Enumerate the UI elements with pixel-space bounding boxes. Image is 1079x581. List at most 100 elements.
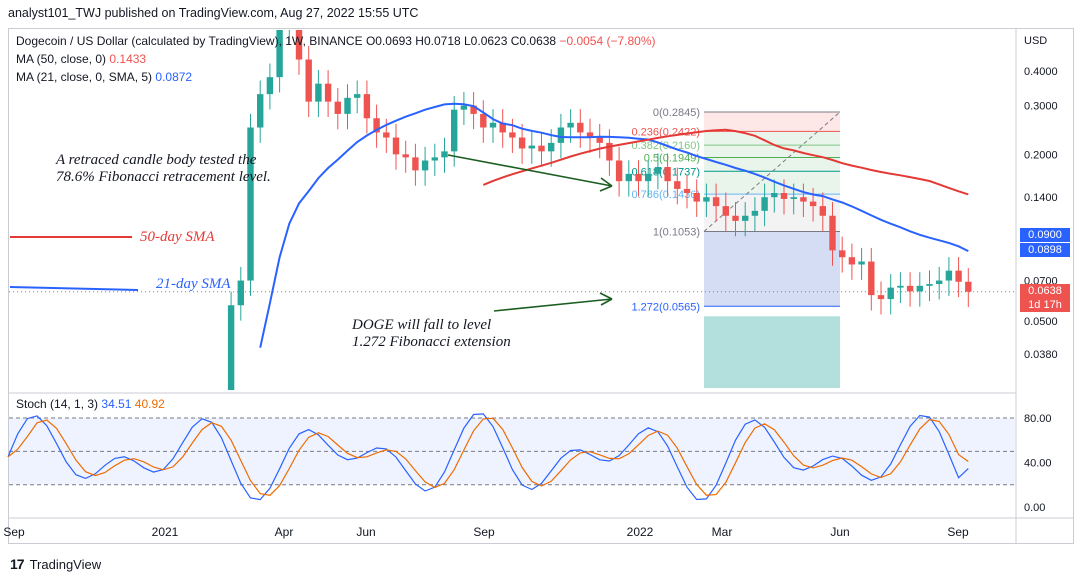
candle-body bbox=[897, 285, 904, 288]
candle-body bbox=[480, 113, 487, 128]
time-tick-label: Sep bbox=[3, 525, 25, 539]
ma21-value: 0.0872 bbox=[155, 70, 193, 84]
candle-body bbox=[596, 137, 603, 143]
publish-header: analyst101_TWJ published on TradingView.… bbox=[8, 6, 419, 20]
ma21-series-line bbox=[259, 102, 969, 348]
candle-body bbox=[266, 77, 274, 95]
ma50-legend[interactable]: MA (50, close, 0) 0.1433 bbox=[16, 52, 146, 66]
candle-body bbox=[586, 132, 594, 138]
fib-extension-zone bbox=[704, 231, 840, 307]
ma50-series-line bbox=[482, 128, 969, 196]
candle-body bbox=[606, 142, 613, 161]
candle-body bbox=[906, 285, 914, 292]
candle-body bbox=[936, 280, 943, 285]
candle-body bbox=[829, 215, 836, 251]
stoch-tick-label: 0.00 bbox=[1024, 502, 1045, 514]
candle-body bbox=[499, 122, 506, 133]
stoch-legend[interactable]: Stoch (14, 1, 3) 34.51 40.92 bbox=[16, 397, 165, 411]
candle-body bbox=[615, 160, 623, 182]
candle-body bbox=[712, 197, 720, 207]
candle-body bbox=[344, 97, 351, 114]
price-tick-label: 0.4000 bbox=[1024, 66, 1058, 78]
fib-level-label: 0.236(0.2422) bbox=[632, 126, 701, 138]
candle-body bbox=[800, 197, 807, 202]
tradingview-logo-icon[interactable]: 17 bbox=[10, 556, 25, 572]
candle-body bbox=[470, 105, 477, 114]
candle-body bbox=[276, 30, 283, 78]
annotation-fall-line1: DOGE will fall to level bbox=[352, 317, 492, 333]
ma50-value: 0.1433 bbox=[109, 52, 147, 66]
candle-body bbox=[237, 280, 244, 306]
symbol-title[interactable]: Dogecoin / US Dollar (calculated by Trad… bbox=[16, 34, 363, 48]
stoch-tick-label: 80.00 bbox=[1024, 413, 1052, 425]
ma21-price-tag-b: 0.0898 bbox=[1020, 243, 1070, 257]
candle-body bbox=[771, 192, 778, 198]
fib-zone bbox=[704, 111, 840, 132]
candle-body bbox=[693, 192, 700, 202]
time-tick-label: Apr bbox=[275, 525, 294, 539]
annotation-retrace-line1: A retraced candle body tested the bbox=[56, 152, 257, 168]
candle-body bbox=[674, 181, 681, 189]
candle-body bbox=[945, 270, 953, 281]
candle-body bbox=[839, 250, 846, 258]
price-tick-label: 0.2000 bbox=[1024, 149, 1058, 161]
candle-body bbox=[373, 118, 380, 133]
ohlc-values: O0.0693 H0.0718 L0.0623 C0.0638 bbox=[365, 34, 557, 48]
candle-body bbox=[926, 284, 933, 286]
annotation-retrace-line2: 78.6% Fibonacci retracement level. bbox=[56, 169, 271, 185]
change-value: −0.0054 (−7.80%) bbox=[559, 34, 656, 48]
countdown-tag: 1d 17h bbox=[1020, 298, 1070, 312]
price-tick-label: 0.0380 bbox=[1024, 349, 1058, 361]
candle-body bbox=[451, 109, 458, 152]
price-legend: Dogecoin / US Dollar (calculated by Trad… bbox=[16, 34, 656, 48]
candle-body bbox=[780, 192, 788, 199]
candle-body bbox=[557, 127, 565, 143]
stoch-d-line bbox=[7, 417, 969, 496]
fib-level-label: 1.272(0.0565) bbox=[632, 301, 701, 313]
retrace-arrow-line bbox=[447, 154, 613, 187]
price-tick-label: 0.0500 bbox=[1024, 316, 1058, 328]
fib-level-label: 1(0.1053) bbox=[653, 226, 700, 238]
candle-body bbox=[683, 188, 691, 193]
candle-body bbox=[392, 137, 400, 155]
candle-body bbox=[577, 122, 584, 133]
candle-body bbox=[703, 197, 710, 202]
brand-name[interactable]: TradingView bbox=[29, 556, 102, 572]
ma21-label: MA (21, close, 0, SMA, 5) bbox=[16, 70, 153, 84]
price-tick-label: 0.3000 bbox=[1024, 101, 1058, 113]
candle-body bbox=[809, 201, 817, 207]
ma21-price-tag-a: 0.0900 bbox=[1020, 228, 1070, 242]
candle-body bbox=[528, 145, 535, 149]
candle-body bbox=[227, 305, 235, 390]
candle-body bbox=[790, 197, 797, 199]
fall-arrow-line bbox=[493, 298, 613, 312]
candle-body bbox=[324, 83, 332, 102]
candle-body bbox=[354, 94, 361, 98]
candle-body bbox=[664, 167, 671, 182]
candle-body bbox=[819, 206, 826, 216]
candle-body bbox=[654, 167, 662, 174]
stoch-label: Stoch (14, 1, 3) bbox=[16, 397, 99, 411]
candle-body bbox=[965, 281, 972, 292]
candle-body bbox=[848, 257, 856, 265]
candle-body bbox=[489, 122, 497, 128]
candle-body bbox=[412, 157, 419, 171]
ma50-label: MA (50, close, 0) bbox=[16, 52, 107, 66]
price-tick-label: 0.1400 bbox=[1024, 192, 1058, 204]
candle-body bbox=[363, 94, 371, 119]
fall-arrow-head bbox=[599, 292, 613, 306]
stoch-k-line bbox=[7, 413, 969, 501]
candle-body bbox=[460, 105, 468, 110]
candle-body bbox=[761, 197, 768, 211]
time-tick-label: 2021 bbox=[152, 525, 179, 539]
candle-body bbox=[567, 122, 574, 128]
candle-body bbox=[732, 215, 739, 221]
candle-body bbox=[645, 173, 652, 182]
candle-body bbox=[955, 270, 962, 282]
ma21-left-segment bbox=[9, 286, 139, 291]
candle-body bbox=[916, 285, 923, 292]
target-zone bbox=[704, 316, 840, 388]
candle-body bbox=[334, 101, 341, 114]
ma21-legend[interactable]: MA (21, close, 0, SMA, 5) 0.0872 bbox=[16, 70, 192, 84]
